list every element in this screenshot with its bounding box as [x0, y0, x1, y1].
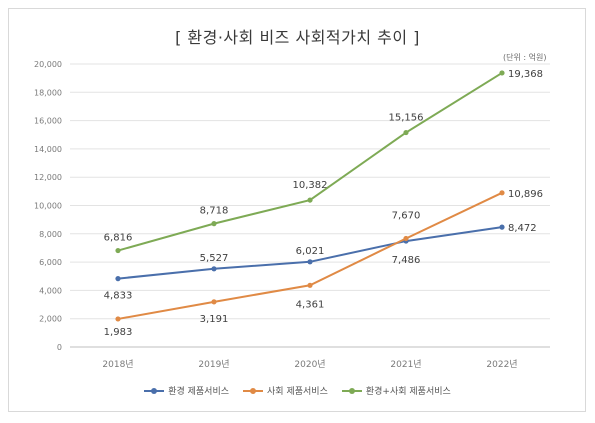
legend-dot [250, 387, 257, 394]
data-label: 7,486 [392, 255, 421, 266]
data-point [115, 316, 121, 322]
legend-item-env: 환경 제품서비스 [144, 384, 229, 397]
y-tick-label: 18,000 [34, 88, 62, 97]
y-tick-label: 12,000 [34, 173, 62, 182]
data-label: 7,670 [392, 210, 421, 221]
data-label: 10,896 [508, 189, 543, 200]
data-point [211, 266, 217, 272]
data-point [115, 276, 121, 282]
data-label: 8,718 [200, 206, 229, 217]
legend-label-env: 환경 제품서비스 [168, 387, 230, 397]
data-label: 4,361 [296, 299, 325, 310]
legend-swatch-social [243, 386, 264, 396]
data-point [403, 129, 409, 136]
data-point [307, 282, 313, 288]
y-tick-label: 2,000 [39, 315, 62, 324]
data-label: 6,816 [104, 233, 133, 244]
data-label: 5,527 [200, 253, 229, 264]
x-tick-label: 2019년 [198, 359, 229, 370]
legend-dot [151, 387, 158, 394]
data-point [307, 197, 313, 203]
legend-swatch-env [144, 386, 165, 396]
legend-dot [348, 387, 355, 394]
y-tick-label: 20,000 [34, 60, 62, 69]
x-tick-label: 2022년 [486, 359, 517, 370]
x-tick-label: 2018년 [102, 359, 133, 370]
chart-title: [ 환경·사회 비즈 사회적가치 추이 ] [175, 28, 420, 47]
y-tick-label: 14,000 [34, 145, 62, 154]
legend: 환경 제품서비스 사회 제품서비스 환경+사회 제품서비스 [0, 384, 595, 397]
data-point [499, 190, 505, 196]
series-line [117, 72, 503, 252]
x-tick-label: 2021년 [390, 359, 421, 370]
data-label: 3,191 [200, 314, 229, 325]
data-point [211, 299, 217, 305]
x-tick-label: 2020년 [294, 359, 325, 370]
data-label: 8,472 [508, 223, 537, 234]
unit-note: (단위 : 억원) [503, 53, 547, 62]
legend-item-combined: 환경+사회 제품서비스 [341, 384, 451, 397]
data-point [499, 224, 505, 230]
chart-frame [8, 8, 586, 412]
data-point [499, 70, 505, 76]
y-tick-label: 10,000 [34, 202, 62, 211]
y-tick-label: 4,000 [39, 286, 62, 295]
data-label: 10,382 [293, 180, 328, 191]
y-tick-label: 8,000 [39, 230, 62, 239]
y-tick-label: 16,000 [34, 117, 62, 126]
data-point [307, 259, 313, 265]
legend-label-combined: 환경+사회 제품서비스 [365, 387, 451, 397]
y-tick-label: 6,000 [39, 258, 62, 267]
data-label: 4,833 [104, 291, 133, 302]
legend-item-social: 사회 제품서비스 [243, 384, 328, 397]
data-point [403, 235, 409, 242]
data-label: 6,021 [296, 246, 325, 257]
y-tick-label: 0 [57, 343, 62, 352]
data-point [211, 221, 217, 227]
data-label: 15,156 [389, 113, 424, 124]
data-label: 19,368 [508, 69, 543, 80]
legend-label-social: 사회 제품서비스 [267, 387, 328, 397]
data-label: 1,983 [104, 327, 133, 338]
data-point [115, 247, 121, 254]
legend-swatch-combined [341, 386, 362, 396]
